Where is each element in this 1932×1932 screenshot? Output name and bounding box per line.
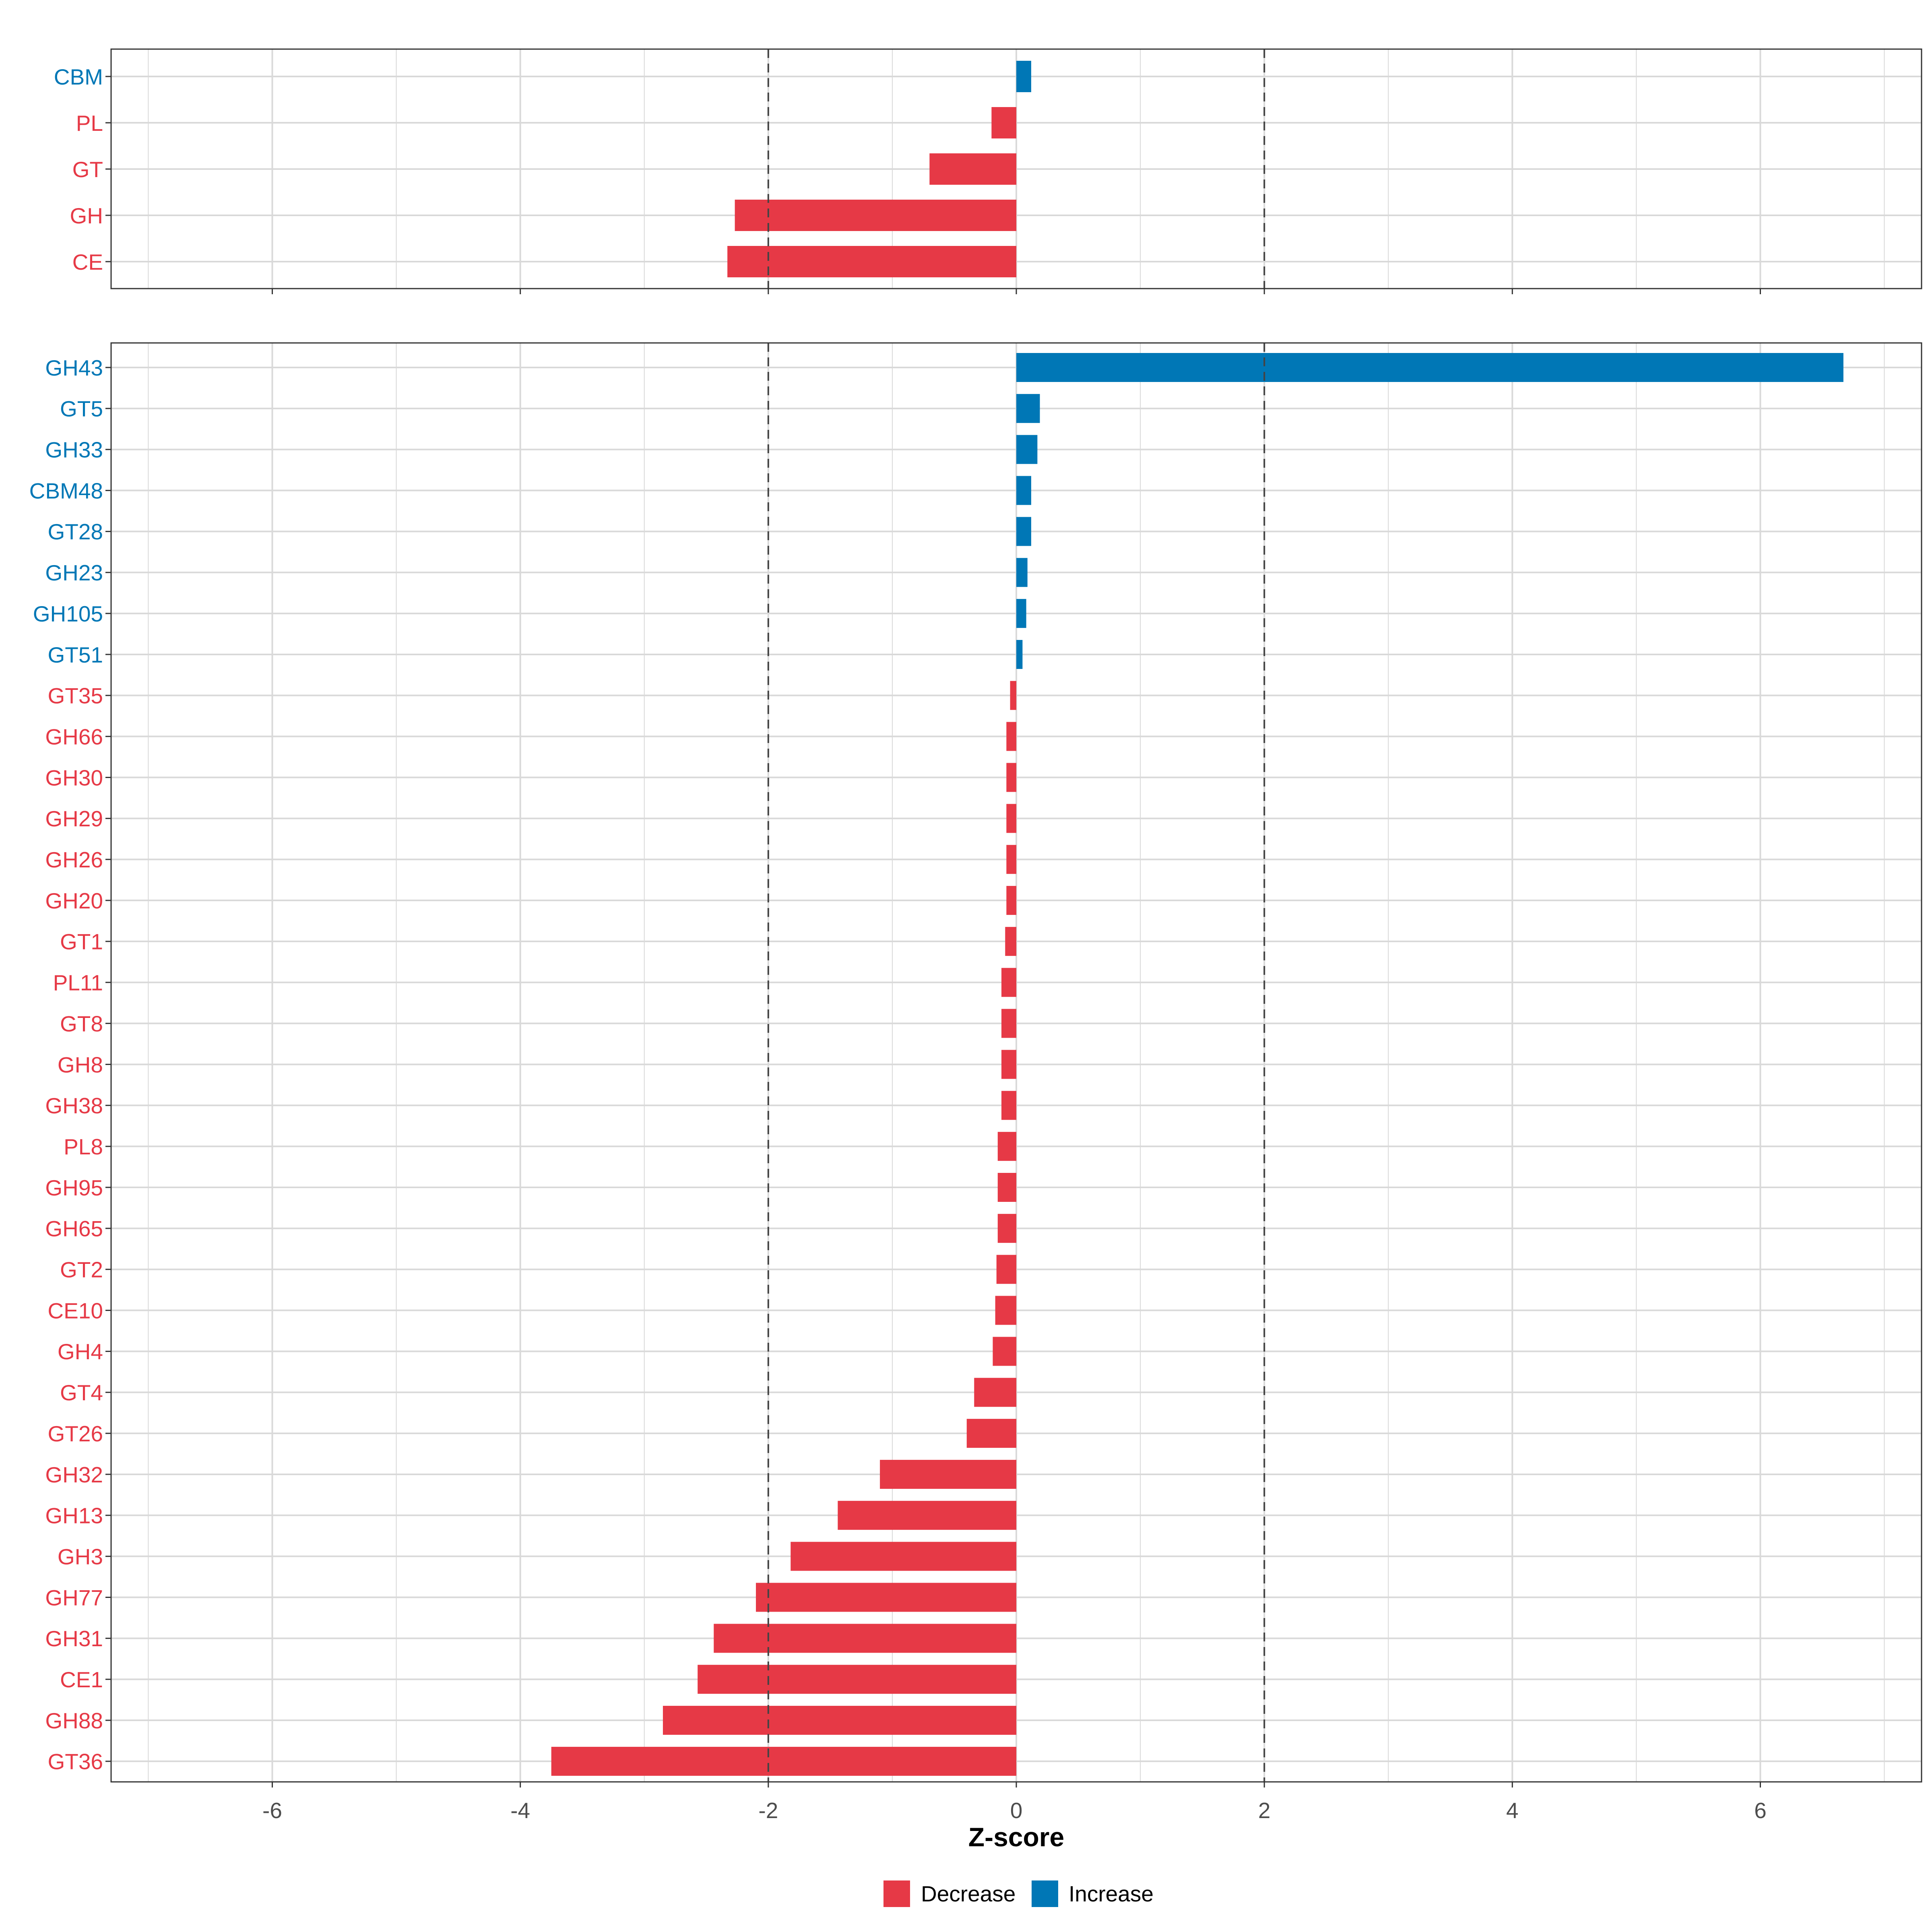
category-label-gh8: GH8 <box>58 1052 103 1077</box>
x-tick-label: 6 <box>1754 1798 1767 1823</box>
category-label-gh4: GH4 <box>58 1339 103 1364</box>
bar-ce10 <box>995 1296 1016 1325</box>
category-label-gt28: GT28 <box>47 519 103 544</box>
bar-gt36 <box>551 1746 1016 1776</box>
x-axis-title: Z-score <box>968 1822 1064 1852</box>
category-label-gh38: GH38 <box>45 1093 103 1118</box>
category-label-gh77: GH77 <box>45 1585 103 1610</box>
bar-gt26 <box>966 1419 1016 1448</box>
bar-ce <box>727 246 1016 277</box>
category-label-gh95: GH95 <box>45 1175 103 1200</box>
bar-gh8 <box>1001 1050 1016 1079</box>
bar-ce1 <box>698 1665 1016 1694</box>
bar-gt5 <box>1016 394 1040 423</box>
bar-gh29 <box>1006 804 1016 833</box>
category-label-gt8: GT8 <box>60 1011 103 1036</box>
category-label-gh3: GH3 <box>58 1544 103 1569</box>
category-label-gh105: GH105 <box>33 601 103 626</box>
x-axis: -6 -4 -2 0 2 4 6 <box>262 1798 1767 1823</box>
bar-pl11 <box>1001 968 1016 997</box>
bar-gh77 <box>756 1583 1016 1612</box>
legend-swatch-decrease <box>883 1880 910 1907</box>
bar-gh30 <box>1006 763 1016 792</box>
bar-gh65 <box>997 1214 1016 1243</box>
x-tick-label: -6 <box>262 1798 282 1823</box>
category-label-gh65: GH65 <box>45 1216 103 1241</box>
category-label-gt51: GT51 <box>47 642 103 667</box>
bottom-panel: GH43 GT5 GH33 CBM48 GT28 GH23 GH105 GT51 GT35 GH6… <box>29 342 1922 1788</box>
category-label-pl8: PL8 <box>64 1134 103 1159</box>
category-label-gt36: GT36 <box>47 1749 103 1774</box>
bar-gt <box>929 153 1016 185</box>
legend-swatch-increase <box>1032 1880 1058 1907</box>
bar-gh13 <box>838 1501 1016 1530</box>
x-tick-label: 0 <box>1010 1798 1023 1823</box>
category-label-gt1: GT1 <box>60 929 103 954</box>
category-label-ce: CE <box>72 250 103 275</box>
legend: Decrease Increase <box>883 1880 1154 1907</box>
top-panel: CBM PL GT GH CE <box>54 48 1922 294</box>
bar-gh105 <box>1016 599 1026 628</box>
category-label-gt4: GT4 <box>60 1380 103 1405</box>
category-label-cbm: CBM <box>54 64 103 89</box>
bar-gt51 <box>1016 640 1023 669</box>
category-label-pl: PL <box>76 111 103 136</box>
legend-label-decrease: Decrease <box>921 1881 1016 1906</box>
category-label-gt35: GT35 <box>47 683 103 708</box>
bar-gh31 <box>714 1624 1016 1653</box>
bar-gh3 <box>791 1542 1016 1571</box>
category-label-gt26: GT26 <box>47 1421 103 1446</box>
bar-gt8 <box>1001 1009 1016 1038</box>
bar-pl <box>991 107 1016 138</box>
category-label-gh: GH <box>70 203 103 228</box>
category-label-ce10: CE10 <box>47 1298 103 1323</box>
category-label-gt: GT <box>72 157 103 182</box>
bar-gh33 <box>1016 435 1038 464</box>
category-label-gh30: GH30 <box>45 765 103 790</box>
bar-gt2 <box>996 1255 1016 1284</box>
bar-gh4 <box>993 1337 1016 1366</box>
x-tick-label: -2 <box>758 1798 778 1823</box>
bar-cbm <box>1016 61 1031 92</box>
bar-gh26 <box>1006 845 1016 874</box>
bar-gt35 <box>1010 681 1016 710</box>
category-label-pl11: PL11 <box>53 970 103 995</box>
category-label-cbm48: CBM48 <box>29 478 103 503</box>
bar-gh32 <box>880 1459 1016 1489</box>
category-label-gt5: GT5 <box>60 396 103 421</box>
bar-gh38 <box>1001 1091 1016 1120</box>
bar-gh43 <box>1016 353 1843 382</box>
bar-gh66 <box>1006 722 1016 751</box>
category-label-gt2: GT2 <box>60 1257 103 1282</box>
x-tick-label: 4 <box>1506 1798 1519 1823</box>
bar-gt1 <box>1005 927 1016 956</box>
bar-gh95 <box>997 1173 1016 1202</box>
bar-pl8 <box>997 1132 1016 1161</box>
category-label-ce1: CE1 <box>60 1667 103 1692</box>
bar-gh88 <box>663 1706 1016 1735</box>
category-label-gh23: GH23 <box>45 560 103 585</box>
category-label-gh29: GH29 <box>45 806 103 831</box>
category-label-gh43: GH43 <box>45 355 103 380</box>
category-label-gh66: GH66 <box>45 724 103 749</box>
bar-gh20 <box>1006 886 1016 915</box>
category-label-gh33: GH33 <box>45 438 103 462</box>
category-label-gh32: GH32 <box>45 1462 103 1487</box>
bar-gt28 <box>1016 517 1031 546</box>
category-label-gh88: GH88 <box>45 1708 103 1733</box>
bar-gh23 <box>1016 558 1028 587</box>
category-label-gh13: GH13 <box>45 1503 103 1528</box>
bar-cbm48 <box>1016 476 1031 505</box>
bar-gt4 <box>974 1378 1016 1407</box>
category-label-gh31: GH31 <box>45 1626 103 1651</box>
category-label-gh20: GH20 <box>45 888 103 913</box>
x-tick-label: -4 <box>510 1798 530 1823</box>
category-label-gh26: GH26 <box>45 847 103 872</box>
legend-label-increase: Increase <box>1069 1881 1154 1906</box>
bar-gh <box>735 200 1016 231</box>
x-tick-label: 2 <box>1258 1798 1271 1823</box>
